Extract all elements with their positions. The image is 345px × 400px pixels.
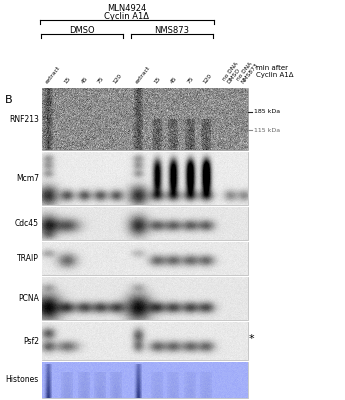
Text: no DNA
NMS873: no DNA NMS873	[236, 59, 259, 85]
Text: TRAIP: TRAIP	[17, 254, 39, 263]
Bar	[42, 277, 248, 320]
Bar	[42, 207, 248, 240]
Text: MLN4924: MLN4924	[107, 4, 147, 13]
Text: min after
Cyclin A1Δ: min after Cyclin A1Δ	[256, 64, 294, 78]
Bar	[42, 152, 248, 205]
Text: Psf2: Psf2	[23, 336, 39, 346]
Bar	[42, 88, 248, 150]
Text: Cdc45: Cdc45	[15, 219, 39, 228]
Text: extract: extract	[44, 66, 61, 85]
Text: DMSO: DMSO	[69, 26, 95, 35]
Text: RNF213: RNF213	[9, 114, 39, 124]
Bar	[42, 362, 248, 398]
Text: *: *	[249, 334, 255, 344]
Text: 45: 45	[80, 76, 89, 85]
Bar	[42, 322, 248, 360]
Text: Histones: Histones	[6, 376, 39, 384]
Text: no DNA
DMSO: no DNA DMSO	[221, 61, 244, 85]
Text: extract: extract	[134, 66, 151, 85]
Text: Mcm7: Mcm7	[16, 174, 39, 183]
Text: 120: 120	[202, 73, 213, 85]
Text: 45: 45	[169, 76, 178, 85]
Text: NMS873: NMS873	[155, 26, 189, 35]
Text: 115 kDa: 115 kDa	[254, 128, 280, 133]
Text: 15: 15	[63, 76, 71, 85]
Text: 15: 15	[153, 76, 161, 85]
Text: 185 kDa: 185 kDa	[254, 109, 280, 114]
Bar	[42, 242, 248, 275]
Text: 120: 120	[112, 73, 123, 85]
Text: 75: 75	[96, 76, 105, 85]
Text: B: B	[5, 95, 13, 105]
Text: PCNA: PCNA	[18, 294, 39, 303]
Text: Cyclin A1Δ: Cyclin A1Δ	[105, 12, 149, 21]
Text: 75: 75	[186, 76, 195, 85]
